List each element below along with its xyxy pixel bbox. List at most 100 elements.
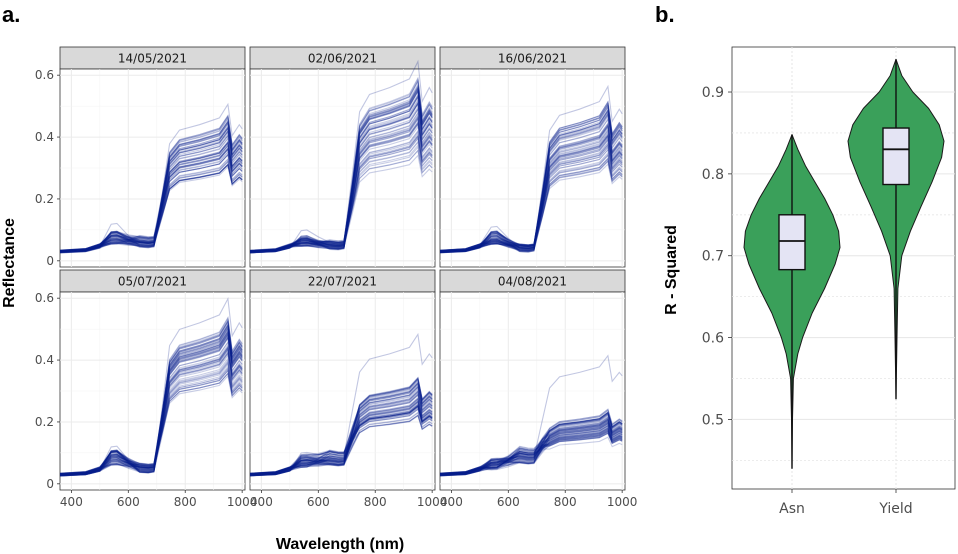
spectrum-line bbox=[249, 404, 433, 477]
spectrum-line bbox=[439, 422, 623, 475]
spectrum-line bbox=[59, 141, 243, 253]
spectrum-line bbox=[249, 382, 433, 477]
spectrum-line bbox=[439, 143, 623, 253]
spectrum-line bbox=[439, 129, 623, 253]
spectrum-line bbox=[249, 393, 433, 477]
spectrum-line bbox=[439, 102, 623, 253]
spectrum-line bbox=[59, 165, 243, 253]
spectrum-line bbox=[59, 369, 243, 476]
spectrum-line bbox=[439, 429, 623, 476]
spectrum-line bbox=[439, 153, 623, 251]
spectrum-line bbox=[249, 101, 433, 254]
spectrum-line bbox=[59, 134, 243, 253]
spectrum-line bbox=[59, 329, 243, 475]
spectrum-line bbox=[439, 417, 623, 475]
spectrum-line bbox=[249, 378, 433, 476]
spectrum-line bbox=[249, 400, 433, 475]
y-tick-label: 0.6 bbox=[702, 331, 724, 347]
spectrum-line bbox=[439, 135, 623, 253]
spectrum-line bbox=[59, 133, 243, 254]
spectrum-line bbox=[59, 368, 243, 476]
spectrum-line bbox=[59, 328, 243, 474]
spectrum-line bbox=[59, 319, 243, 477]
spectrum-line bbox=[249, 406, 433, 475]
spectrum-line bbox=[59, 137, 243, 253]
x-tick-label: 800 bbox=[174, 495, 197, 509]
spectrum-line bbox=[249, 414, 433, 477]
spectrum-line bbox=[439, 84, 623, 252]
spectrum-line bbox=[249, 129, 433, 252]
panel-a-faceted-spectra: 14/05/2021 0 0.2 0.4 0.6 02/06/2021 16/06/2021… bbox=[1, 46, 637, 553]
spectrum-line bbox=[439, 157, 623, 254]
spectrum-line bbox=[439, 160, 623, 253]
spectrum-line bbox=[439, 157, 623, 254]
spectrum-line bbox=[59, 363, 243, 475]
spectrum-line bbox=[59, 372, 243, 477]
spectrum-line bbox=[439, 148, 623, 251]
spectrum-line bbox=[249, 84, 433, 253]
spectrum-line bbox=[439, 409, 623, 477]
spectrum-line bbox=[439, 100, 623, 254]
spectrum-line bbox=[439, 416, 623, 474]
spectrum-line bbox=[59, 330, 243, 474]
x-tick-label: 800 bbox=[364, 495, 387, 509]
facet-title: 14/05/2021 bbox=[118, 52, 187, 66]
spectrum-line bbox=[249, 405, 433, 476]
spectrum-line bbox=[439, 103, 623, 253]
spectrum-line bbox=[249, 84, 433, 253]
spectrum-line bbox=[249, 414, 433, 475]
spectrum-line bbox=[249, 411, 433, 476]
spectrum-line bbox=[249, 87, 433, 252]
spectrum-line bbox=[439, 413, 623, 476]
spectrum-line bbox=[59, 147, 243, 252]
spectrum-line bbox=[249, 400, 433, 476]
facet-title: 22/07/2021 bbox=[308, 275, 377, 289]
spectrum-line bbox=[439, 421, 623, 475]
spectrum-line bbox=[59, 328, 243, 476]
spectrum-line bbox=[59, 126, 243, 252]
spectrum-line bbox=[59, 115, 243, 252]
spectrum-line bbox=[59, 315, 243, 476]
spectrum-line bbox=[439, 419, 623, 475]
spectrum-line bbox=[439, 133, 623, 253]
spectrum-line bbox=[439, 413, 623, 477]
spectrum-line bbox=[59, 116, 243, 253]
spectrum-line bbox=[249, 120, 433, 251]
spectrum-line bbox=[249, 77, 433, 254]
spectrum-line bbox=[59, 120, 243, 253]
spectrum-line bbox=[249, 385, 433, 475]
spectrum-line bbox=[439, 418, 623, 475]
spectrum-line bbox=[249, 79, 433, 253]
spectrum-line bbox=[439, 427, 623, 475]
spectrum-line bbox=[439, 138, 623, 253]
spectrum-line bbox=[59, 114, 243, 253]
spectrum-line bbox=[59, 348, 243, 477]
y-tick-label: 0.9 bbox=[702, 85, 724, 101]
spectrum-line bbox=[59, 324, 243, 475]
spectrum-line bbox=[249, 130, 433, 253]
spectrum-line bbox=[59, 153, 243, 251]
x-tick-label: 400 bbox=[250, 495, 273, 509]
spectrum-line bbox=[59, 144, 243, 252]
spectrum-line bbox=[59, 318, 243, 475]
violin-group: Yield bbox=[847, 58, 945, 517]
spectrum-line bbox=[59, 136, 243, 253]
spectrum-line bbox=[439, 144, 623, 252]
panel-b-label: b. bbox=[655, 2, 675, 27]
spectrum-line bbox=[59, 153, 243, 252]
spectrum-line bbox=[249, 100, 433, 252]
y-tick-label: 0.8 bbox=[702, 167, 724, 183]
spectrum-line bbox=[249, 405, 433, 475]
spectrum-line bbox=[439, 135, 623, 254]
spectrum-line bbox=[439, 417, 623, 475]
spectrum-line bbox=[59, 340, 243, 477]
spectrum-line bbox=[59, 320, 243, 476]
spectrum-line bbox=[439, 421, 623, 477]
spectrum-line bbox=[249, 146, 433, 254]
spectrum-line bbox=[249, 406, 433, 475]
spectrum-line bbox=[59, 153, 243, 251]
spectrum-line bbox=[439, 163, 623, 253]
spectrum-line bbox=[59, 141, 243, 253]
spectrum-line bbox=[439, 103, 623, 253]
spectrum-line bbox=[439, 124, 623, 254]
